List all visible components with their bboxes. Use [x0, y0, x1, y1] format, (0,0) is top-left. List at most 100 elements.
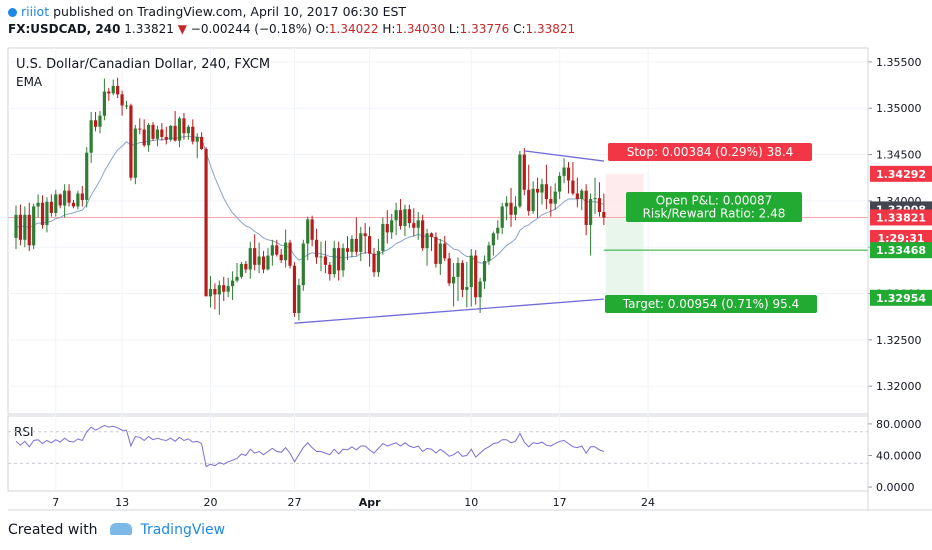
pnl-label-text: Risk/Reward Ratio: 2.48 — [643, 207, 786, 221]
candle — [571, 161, 575, 196]
candle — [288, 239, 292, 269]
candle — [368, 226, 372, 267]
candle — [248, 241, 252, 279]
candle — [425, 228, 429, 266]
candle-body — [107, 91, 111, 94]
high-label: H: — [382, 22, 396, 36]
candle — [460, 260, 465, 298]
candle — [102, 78, 106, 121]
candle-body — [67, 190, 71, 203]
candle-body — [509, 202, 513, 215]
candle — [390, 213, 394, 239]
publish-info: riiiot published on TradingView.com, Apr… — [8, 4, 406, 19]
candle-body — [244, 263, 248, 270]
candle-body — [230, 280, 235, 287]
candle — [434, 232, 438, 268]
candle-body — [213, 288, 217, 295]
candle — [412, 208, 416, 237]
candle-body — [478, 281, 482, 298]
candle — [438, 238, 442, 276]
candle-body — [412, 223, 416, 228]
candle-body — [111, 85, 115, 94]
candle — [111, 79, 115, 96]
candle-body — [169, 125, 173, 140]
candle-body — [522, 154, 526, 190]
created-with-text: Created with — [8, 522, 98, 538]
candle-body — [248, 248, 252, 270]
candle-body — [93, 120, 98, 127]
candle-body — [456, 262, 460, 277]
candle-body — [63, 190, 67, 206]
candle-body — [580, 190, 584, 200]
price-axis-badge-bg — [870, 242, 932, 259]
candle — [275, 239, 279, 257]
price-axis-badge-bg — [870, 289, 932, 306]
candle-body — [195, 136, 199, 142]
candle-body — [416, 220, 420, 228]
candle-body — [32, 206, 36, 246]
rsi-tick-label: 0.0000 — [876, 481, 915, 494]
price-tick-label: 1.34500 — [876, 149, 922, 162]
candle-body — [345, 248, 350, 252]
candle-body — [434, 237, 438, 264]
target-zone — [605, 217, 644, 298]
candle-body — [297, 285, 301, 314]
candle — [345, 236, 350, 261]
candle — [173, 111, 177, 142]
candle — [177, 116, 182, 148]
price-axis-badge-bg — [870, 165, 932, 182]
candle-body — [147, 124, 151, 146]
candle — [142, 119, 146, 148]
candle-body — [451, 276, 456, 284]
candle-body — [421, 220, 425, 249]
candle-body — [54, 194, 58, 213]
trendline — [294, 298, 604, 324]
candle — [527, 164, 531, 216]
candle-body — [292, 265, 297, 314]
candle — [76, 190, 80, 210]
indicator-label: EMA — [16, 75, 43, 89]
footer: Created with TradingView — [8, 522, 225, 538]
candle — [394, 202, 398, 236]
candle — [456, 257, 460, 301]
candle — [204, 147, 208, 297]
candle — [32, 203, 36, 250]
candle — [71, 199, 76, 209]
candle-body — [257, 256, 261, 265]
candle — [535, 177, 540, 218]
low-value: 1.33776 — [459, 22, 510, 36]
candle — [381, 217, 385, 255]
candle-body — [394, 210, 398, 221]
candle — [469, 249, 473, 307]
close-label: C: — [513, 22, 526, 36]
candle-body — [505, 202, 509, 207]
tradingview-link[interactable]: TradingView — [140, 522, 226, 538]
candle — [222, 276, 226, 301]
candle-body — [102, 91, 106, 116]
candle — [124, 100, 129, 110]
candle-body — [261, 256, 266, 270]
candle-body — [589, 199, 593, 225]
candle-body — [89, 120, 93, 153]
candle — [93, 111, 98, 132]
time-tick-label: 20 — [203, 496, 217, 509]
candle — [230, 271, 235, 301]
open-label: O: — [315, 22, 329, 36]
candle-body — [376, 250, 381, 273]
candle — [297, 278, 301, 321]
candle-body — [398, 210, 403, 226]
candle — [284, 229, 288, 268]
candle-body — [49, 201, 53, 213]
candle-body — [372, 253, 376, 273]
candle-body — [155, 129, 160, 139]
candle-body — [496, 227, 500, 234]
candle — [98, 111, 102, 134]
candle — [208, 275, 213, 308]
author-link[interactable]: riiiot — [21, 4, 50, 19]
candle — [261, 250, 266, 274]
candle — [164, 126, 168, 145]
candle — [257, 242, 261, 274]
candle — [513, 196, 518, 221]
candle — [359, 226, 363, 262]
